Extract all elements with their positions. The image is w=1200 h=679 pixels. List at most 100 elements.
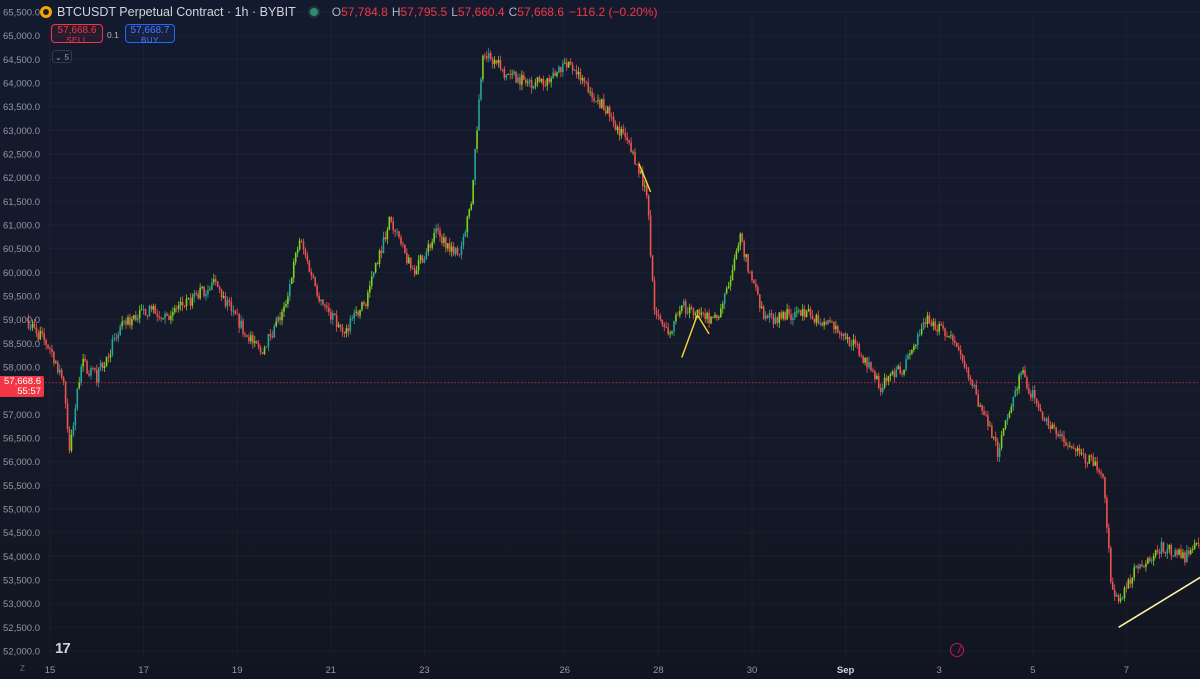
y-tick-label: 58,500.0 xyxy=(3,339,40,350)
candle-body xyxy=(337,324,340,327)
candle-body xyxy=(351,318,354,320)
bybit-coin-icon xyxy=(40,6,52,18)
candle-body xyxy=(858,344,861,356)
candle-body xyxy=(283,306,285,312)
candle-body xyxy=(790,314,792,321)
candle-body xyxy=(1131,577,1134,584)
candle-body xyxy=(764,315,767,319)
candle-body xyxy=(127,317,129,325)
candle-body xyxy=(1184,552,1186,563)
candle-body xyxy=(425,251,428,259)
candle-body xyxy=(1154,550,1157,556)
candle-body xyxy=(226,300,229,307)
candle-body xyxy=(195,292,198,294)
indicators-count: 5 xyxy=(64,52,70,62)
candle-body xyxy=(179,301,182,306)
candle-body xyxy=(589,91,591,93)
candle-body xyxy=(788,309,790,315)
candle-body xyxy=(99,362,102,368)
candle-body xyxy=(408,257,410,264)
y-tick-label: 59,500.0 xyxy=(3,292,40,303)
candle-body xyxy=(1168,544,1171,549)
candle-body xyxy=(423,258,426,263)
candle-body xyxy=(759,294,761,308)
candle-body xyxy=(55,362,57,363)
candle-body xyxy=(207,290,209,294)
sell-label: SELL xyxy=(66,36,88,45)
candle-body xyxy=(1057,434,1059,437)
candle-body xyxy=(468,209,471,217)
candle-body xyxy=(96,369,98,383)
candle-body xyxy=(642,171,644,187)
y-tick-label: 60,500.0 xyxy=(3,244,40,255)
candle-body xyxy=(421,255,424,263)
candle-body xyxy=(1028,388,1030,394)
candle-body xyxy=(160,317,162,319)
buy-button[interactable]: 57,668.7 BUY xyxy=(125,24,175,45)
candle-body xyxy=(125,320,127,325)
sell-button[interactable]: 57,668.6 SELL xyxy=(51,24,103,45)
candle-body xyxy=(718,317,720,318)
candle-body xyxy=(694,313,697,315)
symbol-legend[interactable]: BTCUSDT Perpetual Contract · 1h · BYBIT … xyxy=(40,3,658,21)
candle-body xyxy=(803,309,806,318)
candle-body xyxy=(409,257,412,268)
candle-body xyxy=(1102,474,1104,478)
candle-body xyxy=(766,315,769,318)
candle-body xyxy=(916,334,919,346)
candle-body xyxy=(289,283,291,297)
candle-body xyxy=(335,315,338,327)
lightning-icon[interactable] xyxy=(950,643,964,657)
candle-body xyxy=(232,310,235,312)
candle-body xyxy=(33,323,36,328)
candle-body xyxy=(1170,544,1173,556)
candle-body xyxy=(1119,598,1122,602)
last-price-label: 57,668.6 55:57 xyxy=(0,376,44,397)
symbol-title: BTCUSDT Perpetual Contract · 1h · BYBIT xyxy=(57,5,296,19)
candle-body xyxy=(833,322,835,330)
candle-body xyxy=(866,357,868,368)
marker-stroke xyxy=(638,163,652,193)
candle-body xyxy=(577,71,580,75)
candle-body xyxy=(443,237,445,244)
candle-body xyxy=(823,321,825,326)
candle-body xyxy=(411,267,414,269)
candle-body xyxy=(954,340,956,343)
y-tick-label: 53,500.0 xyxy=(3,576,40,587)
indicators-collapse-button[interactable]: ⌄ 5 xyxy=(52,50,72,63)
candle-body xyxy=(991,425,993,438)
candle-body xyxy=(201,286,203,288)
candle-body xyxy=(1172,555,1174,557)
candle-body xyxy=(1145,563,1147,568)
candle-body xyxy=(482,55,484,80)
candle-body xyxy=(825,321,827,325)
candle-body xyxy=(930,323,933,326)
candle-body xyxy=(698,309,701,315)
candle-body xyxy=(985,414,987,416)
candle-body xyxy=(1090,455,1093,457)
candle-body xyxy=(246,335,248,337)
candle-body xyxy=(1061,434,1063,437)
candle-body xyxy=(1000,435,1003,448)
drawings[interactable] xyxy=(45,163,1200,629)
candle-body xyxy=(881,387,884,392)
candle-body xyxy=(480,79,482,100)
candle-body xyxy=(548,78,550,83)
candle-body xyxy=(1197,543,1200,545)
candle-body xyxy=(815,314,818,323)
candle-body xyxy=(708,312,710,324)
y-tick-label: 61,000.0 xyxy=(3,221,40,232)
candle-body xyxy=(560,66,562,73)
candle-body xyxy=(915,345,917,347)
candle-body xyxy=(129,317,131,326)
candle-body xyxy=(733,258,736,270)
low-value: 57,660.4 xyxy=(457,5,505,19)
candle-body xyxy=(626,136,628,140)
candle-body xyxy=(862,356,864,363)
y-tick-label: 61,500.0 xyxy=(3,197,40,208)
candle-body xyxy=(1174,550,1176,557)
x-tick-label: 7 xyxy=(1124,665,1129,676)
candle-body xyxy=(848,337,851,346)
z-icon[interactable]: Z xyxy=(20,664,25,673)
